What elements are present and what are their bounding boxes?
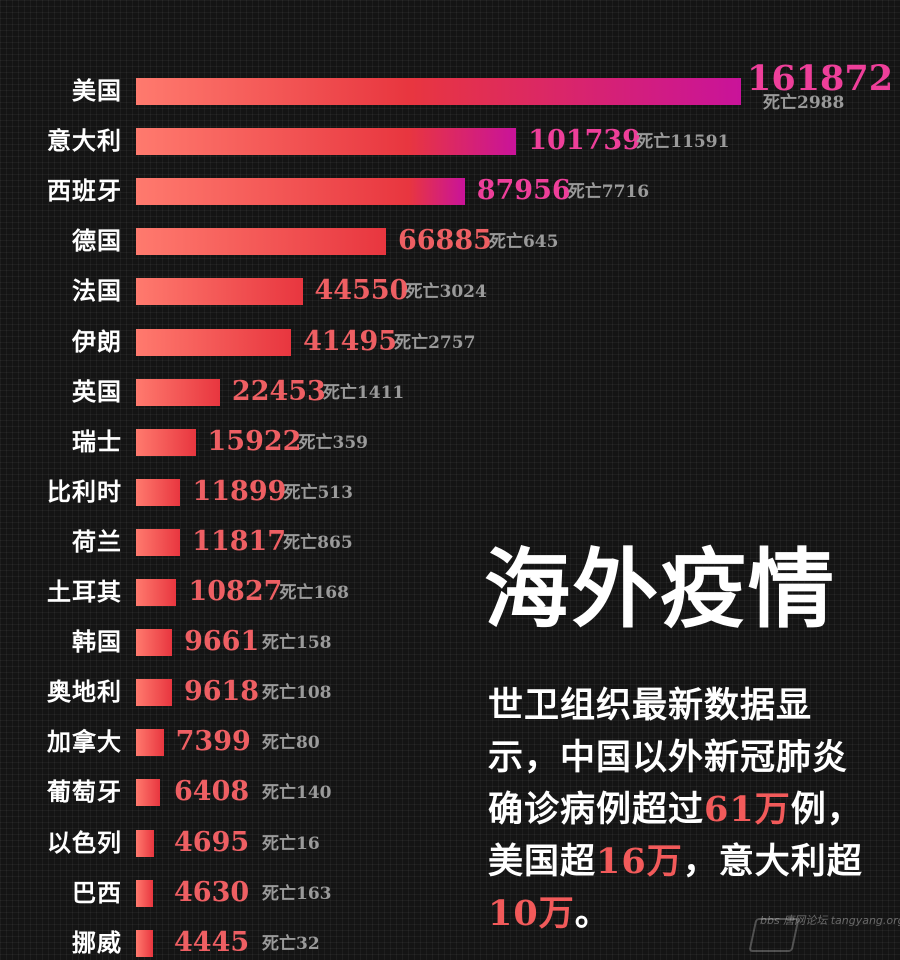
highlight-number: 10万 (488, 893, 575, 934)
bar (136, 178, 465, 205)
bar (136, 579, 177, 606)
bar (136, 329, 292, 356)
category-label: 挪威 (72, 928, 122, 957)
death-count-label: 死亡3024 (405, 282, 487, 302)
value-label: 44550 (314, 275, 409, 306)
death-count-label: 死亡11591 (636, 132, 730, 152)
category-label: 西班牙 (47, 176, 122, 205)
value-label: 101739 (528, 125, 641, 156)
value-label: 4445 (174, 927, 250, 958)
death-count-label: 死亡645 (488, 232, 559, 252)
value-label: 6408 (174, 776, 250, 807)
bar (136, 479, 181, 506)
death-count-label: 死亡108 (262, 683, 332, 703)
death-count-label: 死亡16 (262, 834, 320, 854)
category-label: 意大利 (47, 126, 122, 155)
category-label: 瑞士 (72, 427, 122, 456)
category-label: 土耳其 (47, 577, 122, 606)
bar (136, 228, 386, 255)
value-label: 41495 (303, 326, 398, 357)
death-count-label: 死亡359 (298, 433, 369, 453)
value-label: 66885 (397, 225, 492, 256)
death-count-label: 死亡168 (279, 583, 349, 603)
death-count-label: 死亡32 (262, 934, 320, 954)
value-label: 87956 (476, 175, 571, 206)
value-label: 11817 (192, 526, 287, 557)
highlight-number: 16万 (596, 841, 683, 882)
value-label: 4695 (174, 827, 250, 858)
category-label: 德国 (72, 226, 122, 255)
category-label: 美国 (72, 76, 122, 105)
bar (136, 429, 196, 456)
category-label: 以色列 (47, 828, 122, 857)
description-segment: 例，美国超 (488, 789, 863, 882)
headline: 海外疫情 (484, 539, 836, 640)
category-label: 加拿大 (47, 727, 122, 756)
death-count-label: 死亡865 (283, 533, 353, 553)
bar (136, 379, 220, 406)
category-label: 葡萄牙 (47, 777, 122, 806)
value-label: 22453 (231, 376, 326, 407)
description-text: 世卫组织最新数据显示，中国以外新冠肺炎确诊病例超过61万例，美国超16万，意大利… (488, 680, 863, 940)
death-count-label: 死亡7716 (567, 182, 650, 202)
bar (136, 529, 181, 556)
bar (136, 930, 153, 957)
death-count-label: 死亡2988 (763, 93, 845, 113)
description-segment: 世卫组织最新数据显示，中国以外新冠肺炎确诊病例超过 (488, 685, 849, 830)
category-label: 韩国 (72, 627, 122, 656)
category-label: 法国 (72, 276, 122, 305)
highlight-number: 61万 (704, 789, 791, 830)
bar (136, 779, 160, 806)
bar (136, 278, 303, 305)
category-label: 巴西 (72, 878, 122, 907)
value-label: 11899 (192, 476, 287, 507)
bar (136, 880, 154, 907)
death-count-label: 死亡80 (262, 733, 320, 753)
value-label: 9661 (184, 626, 260, 657)
value-label: 4630 (174, 877, 250, 908)
category-label: 荷兰 (72, 527, 122, 556)
bar (136, 78, 741, 105)
death-count-label: 死亡163 (262, 884, 332, 904)
description-segment: ，意大利超 (682, 841, 863, 882)
death-count-label: 死亡513 (283, 483, 353, 503)
watermark: bbs 唐网论坛 tangyang.org (760, 914, 900, 927)
death-count-label: 死亡140 (262, 783, 332, 803)
category-label: 比利时 (47, 477, 122, 506)
description-segment: 。 (574, 893, 611, 934)
value-label: 161872 (747, 58, 894, 99)
category-label: 奥地利 (47, 677, 122, 706)
bar (136, 128, 517, 155)
category-label: 英国 (72, 377, 122, 406)
value-label: 15922 (207, 426, 302, 457)
death-count-label: 死亡1411 (322, 383, 405, 403)
value-label: 9618 (183, 676, 260, 707)
bar (136, 679, 172, 706)
category-label: 伊朗 (72, 327, 122, 356)
bar (136, 629, 173, 656)
bar (136, 830, 154, 857)
bar (136, 729, 164, 756)
value-label: 7399 (175, 726, 251, 757)
value-label: 10827 (188, 576, 283, 607)
death-count-label: 死亡158 (262, 633, 332, 653)
death-count-label: 死亡2757 (394, 333, 476, 353)
